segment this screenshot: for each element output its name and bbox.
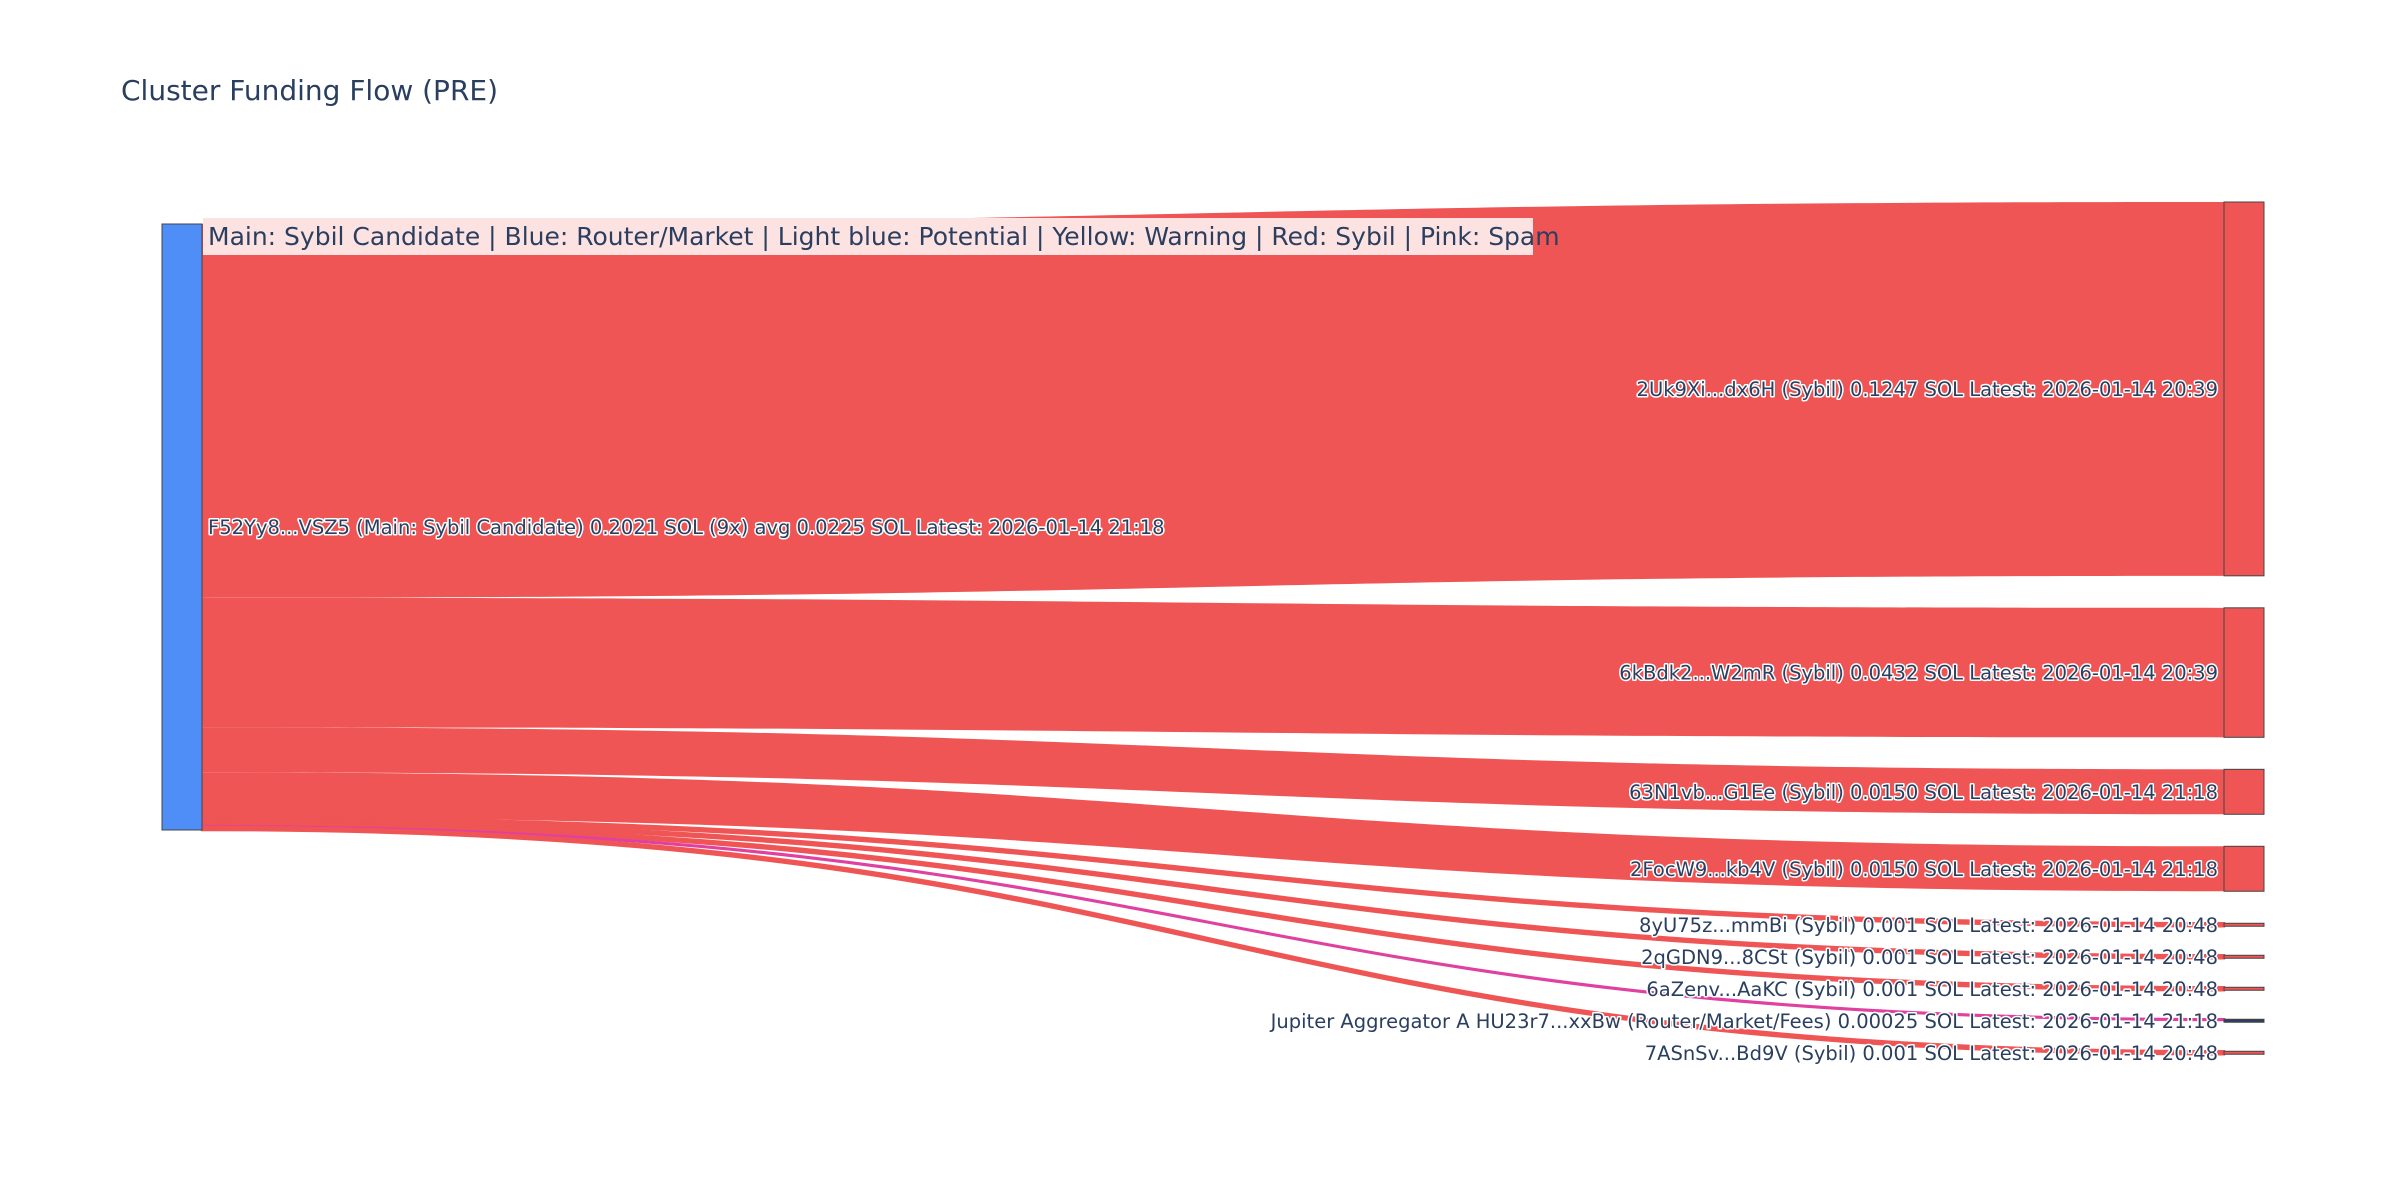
target-node-2Uk9Xi...dx6H: [2223, 201, 2265, 577]
target-node-label: 2FocW9...kb4V (Sybil) 0.0150 SOL Latest:…: [1630, 858, 2218, 881]
link-63N1vb...G1Ee: [202, 727, 2224, 815]
nodes-layer: [161, 201, 2265, 1055]
source-node-label: F52Yy8...VSZ5 (Main: Sybil Candidate) 0.…: [208, 516, 1165, 539]
chart-title: Cluster Funding Flow (PRE): [121, 74, 498, 107]
target-node-HU23r7...xxBw: [2223, 1018, 2265, 1023]
target-node-label: 7ASnSv...Bd9V (Sybil) 0.001 SOL Latest: …: [1645, 1042, 2218, 1065]
legend-note-background: [203, 218, 1533, 255]
target-node-6kBdk2...W2mR: [2223, 607, 2265, 738]
target-node-7ASnSv...Bd9V: [2223, 1050, 2265, 1055]
target-node-label: 8yU75z...mmBi (Sybil) 0.001 SOL Latest: …: [1639, 914, 2218, 937]
links-layer: [200, 202, 2226, 1056]
target-node-label: 6aZenv...AaKC (Sybil) 0.001 SOL Latest: …: [1646, 978, 2218, 1001]
link-2Uk9Xi...dx6H: [202, 202, 2224, 598]
source-node: [161, 223, 203, 831]
target-node-8yU75z...mmBi: [2223, 922, 2265, 927]
legend-note-text: Main: Sybil Candidate | Blue: Router/Mar…: [208, 222, 1560, 251]
link-6kBdk2...W2mR: [202, 597, 2224, 738]
target-node-63N1vb...G1Ee: [2223, 768, 2265, 815]
legend-note: Main: Sybil Candidate | Blue: Router/Mar…: [203, 218, 1560, 255]
target-node-label: 63N1vb...G1Ee (Sybil) 0.0150 SOL Latest:…: [1629, 781, 2218, 804]
target-node-2qGDN9...8CSt: [2223, 954, 2265, 959]
target-node-label: 6kBdk2...W2mR (Sybil) 0.0432 SOL Latest:…: [1619, 662, 2218, 685]
link-2FocW9...kb4V: [202, 772, 2224, 892]
target-node-6aZenv...AaKC: [2223, 986, 2265, 991]
target-node-label: 2qGDN9...8CSt (Sybil) 0.001 SOL Latest: …: [1641, 946, 2218, 969]
target-node-label: Jupiter Aggregator A HU23r7...xxBw (Rout…: [1269, 1010, 2218, 1033]
labels-layer: F52Yy8...VSZ5 (Main: Sybil Candidate) 0.…: [207, 376, 2220, 1066]
target-node-label: 2Uk9Xi...dx6H (Sybil) 0.1247 SOL Latest:…: [1637, 378, 2218, 401]
target-node-2FocW9...kb4V: [2223, 845, 2265, 892]
